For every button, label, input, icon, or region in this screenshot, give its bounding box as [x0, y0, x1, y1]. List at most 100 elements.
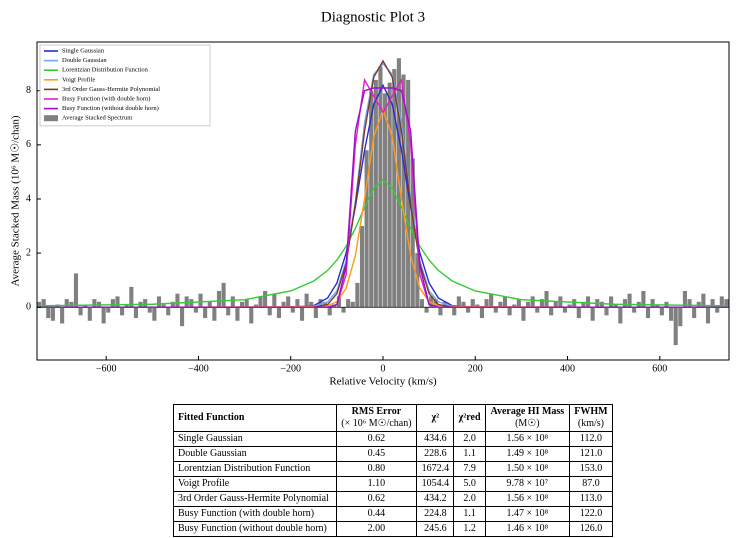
table-cell: 224.8: [416, 506, 455, 522]
histogram-bar: [609, 296, 614, 308]
histogram-bar: [110, 299, 115, 308]
histogram-bar: [184, 296, 189, 308]
histogram-bar: [562, 307, 568, 313]
histogram-bar: [645, 307, 651, 319]
histogram-bar: [530, 296, 535, 308]
histogram-bar: [64, 299, 69, 308]
y-tick-label: 6: [26, 139, 31, 150]
histogram-bar: [581, 301, 586, 308]
table-row: 3rd Order Gauss-Hermite Polynomial 0.62 43…: [173, 491, 614, 507]
x-axis-label: Relative Velocity (km/s): [329, 376, 437, 388]
header-subtext: (× 10⁶ M☉/chan): [341, 418, 412, 429]
histogram-bar: [484, 299, 489, 308]
histogram-bar: [230, 296, 235, 308]
x-tick-label: −600: [96, 363, 117, 374]
histogram-bar: [378, 66, 383, 308]
histogram-bar: [346, 299, 351, 308]
header-text: χ²red: [458, 412, 481, 423]
table-cell: 3rd Order Gauss-Hermite Polynomial: [173, 491, 337, 507]
histogram-bar: [299, 307, 305, 321]
table-cell: 2.0: [453, 431, 486, 447]
histogram-bar: [336, 296, 341, 308]
y-tick-label: 4: [26, 193, 31, 204]
histogram-bar: [604, 307, 609, 316]
table-cell: 2.0: [453, 491, 486, 507]
histogram-bar: [429, 296, 434, 308]
table-cell: 1.56 × 10⁸: [484, 491, 570, 507]
y-tick-label: 2: [26, 247, 31, 258]
histogram-bar: [539, 299, 544, 308]
histogram-bar: [226, 307, 231, 316]
histogram-bar: [106, 307, 111, 313]
table-cell: 0.62: [335, 431, 418, 447]
legend-label: Busy Function (with double horn): [62, 95, 150, 102]
histogram-bar: [632, 307, 637, 313]
histogram-bar: [535, 307, 540, 313]
histogram-bar: [203, 307, 208, 319]
header-text: Average HI Mass: [490, 406, 565, 417]
y-tick-label: 0: [26, 302, 31, 313]
histogram-bar: [383, 93, 388, 308]
header-text: Fitted Function: [178, 412, 245, 423]
histogram-bar: [73, 273, 79, 308]
histogram-bar: [295, 299, 300, 308]
table-row: Double Gaussian 0.45 228.6 1.1 1.49 × 10⁸ 121…: [173, 446, 614, 462]
histogram-bar: [239, 301, 245, 308]
legend-label: Double Gaussian: [62, 57, 107, 64]
histogram-bar: [198, 293, 203, 308]
table-cell: 0.45: [335, 446, 418, 462]
histogram-bar: [46, 307, 51, 319]
histogram-bar: [502, 296, 508, 308]
histogram-bar: [392, 69, 397, 308]
table-cell: 1.10: [335, 476, 418, 492]
histogram-bar: [479, 307, 484, 319]
histogram-bar: [156, 296, 162, 308]
table-cell: 1.47 × 10⁸: [484, 506, 570, 522]
histogram-bar: [41, 299, 46, 308]
table-cell: 122.0: [568, 506, 614, 522]
histogram-bar: [263, 290, 268, 308]
histogram-bar: [696, 301, 701, 308]
histogram-bar: [627, 293, 632, 308]
histogram-bar: [655, 304, 660, 308]
fit-curve: [37, 87, 729, 308]
header-text: RMS Error: [351, 406, 402, 417]
histogram-bar: [641, 290, 646, 308]
histogram-bar: [572, 299, 577, 308]
histogram-bar: [37, 301, 42, 308]
histogram-bar: [507, 307, 512, 316]
legend-label: Single Gaussian: [62, 47, 105, 54]
x-tick-label: 0: [381, 363, 386, 374]
histogram-bar: [152, 307, 157, 321]
table-cell: 153.0: [568, 461, 614, 477]
histogram-bar: [244, 299, 249, 308]
table-cell: 0.44: [335, 506, 418, 522]
histogram-bar: [212, 307, 217, 321]
chart-title: Diagnostic Plot 3: [321, 9, 425, 25]
table-row: Single Gaussian 0.62 434.6 2.0 1.56 × 10⁸ 112…: [173, 431, 614, 447]
histogram-bar: [129, 286, 134, 308]
table-cell: Busy Function (without double horn): [173, 521, 337, 537]
legend-label: Busy Function (without double horn): [62, 105, 159, 112]
histogram-bar: [78, 307, 83, 316]
histogram-bar: [401, 74, 406, 308]
table-cell: 87.0: [568, 476, 614, 492]
table-row: Lorentzian Distribution Function 0.80 1672…: [173, 461, 614, 477]
histogram-bar: [313, 307, 318, 319]
histogram-bar: [355, 282, 360, 308]
histogram-bar: [489, 293, 494, 308]
histogram-bar: [281, 301, 286, 308]
histogram-bar: [521, 307, 526, 321]
histogram-bar: [544, 290, 549, 308]
histogram-bar: [327, 307, 332, 316]
header-cell: χ²red: [453, 404, 486, 432]
table-row: Busy Function (with double horn) 0.44 224.…: [173, 506, 614, 522]
histogram-bar: [235, 307, 240, 321]
table-cell: 7.9: [453, 461, 486, 477]
table-row: Voigt Profile 1.10 1054.4 5.0 9.78 × 10⁷ 87.0: [173, 476, 614, 492]
x-tick-label: 400: [560, 363, 575, 374]
table-cell: 434.6: [416, 431, 455, 447]
histogram-bar: [87, 307, 92, 321]
histogram-bar: [387, 82, 392, 308]
histogram-bar: [622, 299, 628, 308]
